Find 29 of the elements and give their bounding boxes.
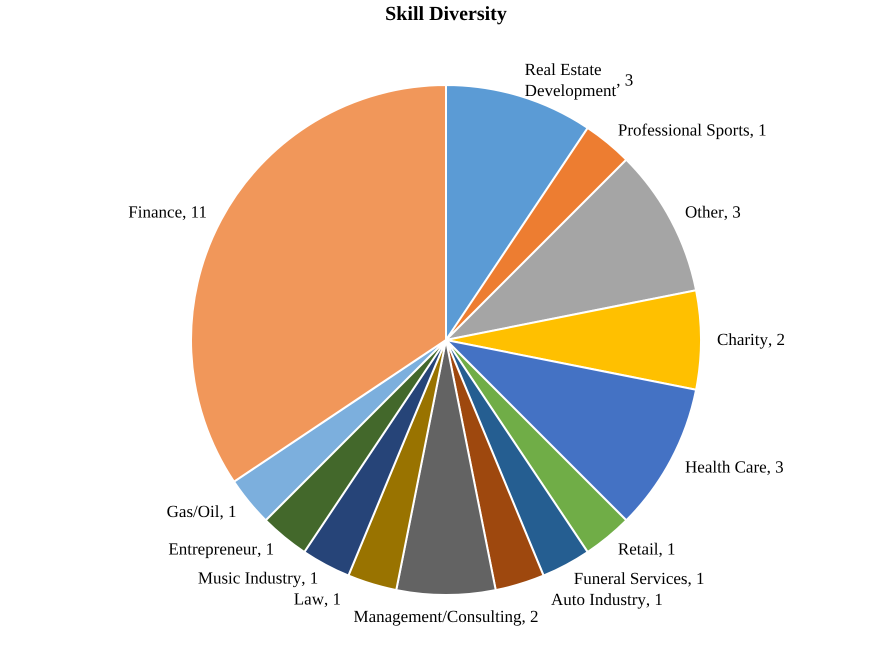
slice-label: Funeral Services (574, 569, 688, 588)
slice-label: Charity (717, 330, 768, 349)
slice-label: Professional Sports (618, 120, 750, 140)
slice-label: Retail (618, 539, 659, 558)
data-label: , 3 (616, 70, 634, 90)
data-label: , 1 (750, 120, 767, 140)
data-label: , 2 (768, 330, 785, 349)
data-label: , 1 (220, 502, 237, 521)
data-label: , 1 (658, 539, 676, 558)
slice-label: Management/Consulting (353, 607, 522, 626)
data-label: , 2 (522, 607, 539, 626)
slice-label: Law (294, 589, 325, 608)
slice-label: Finance (128, 202, 182, 222)
data-label: , 11 (182, 202, 207, 222)
slice-label: Music Industry (198, 568, 302, 588)
data-label: , 3 (766, 458, 784, 477)
data-label: , 1 (257, 539, 274, 558)
data-label: , 1 (324, 589, 341, 608)
slice-label: Other (685, 202, 724, 222)
data-label: , 1 (688, 569, 705, 588)
slice-label: Gas/Oil (166, 502, 220, 521)
data-label: , 1 (646, 590, 663, 609)
data-label: , 3 (724, 202, 741, 222)
chart-title: Skill Diversity (385, 3, 507, 25)
slice-label: Auto Industry (551, 590, 646, 609)
slice-label: Entrepreneur (168, 539, 258, 558)
data-label: , 1 (301, 568, 318, 588)
slice-label: Health Care (685, 458, 767, 477)
slice-label: Real Estate Development (524, 60, 617, 100)
